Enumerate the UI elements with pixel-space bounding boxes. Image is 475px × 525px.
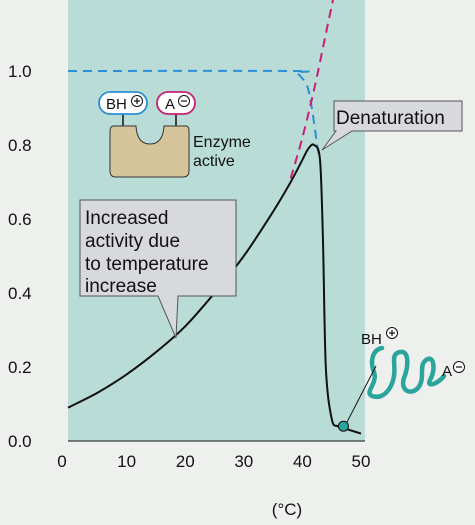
- y-tick-label: 0.6: [8, 210, 32, 229]
- x-tick-label: 0: [57, 452, 66, 471]
- increased-activity-line-4: increase: [85, 276, 157, 297]
- x-tick-labels: 0 10 20 30 40 50: [57, 452, 370, 471]
- y-tick-label: 1.0: [8, 62, 32, 81]
- denaturation-label: Denaturation: [336, 108, 445, 129]
- y-tick-label: 0.8: [8, 136, 32, 155]
- denatured-enzyme-illustration: BH A: [345, 327, 465, 424]
- denatured-strand: [367, 345, 447, 400]
- enzyme-active-line-2: active: [193, 153, 235, 170]
- denaturation-callout-shape: [321, 100, 463, 151]
- denatured-plus-charge-glyph: [389, 330, 395, 336]
- x-tick-label: 40: [293, 452, 312, 471]
- plus-charge-glyph: [134, 98, 140, 104]
- y-tick-labels: 0.0 0.2 0.4 0.6 0.8 1.0: [8, 62, 32, 451]
- series-line-1: [67, 69, 321, 160]
- series-line-2: [289, 0, 334, 179]
- x-tick-label: 50: [352, 452, 371, 471]
- denatured-point-marker: [337, 420, 349, 432]
- curve-layer: [67, 0, 362, 435]
- active-enzyme-illustration: BH A Enzyme active: [98, 91, 251, 178]
- series-line-0: [67, 143, 362, 435]
- denatured-pointer-line: [345, 365, 377, 424]
- denaturation-callout: Denaturation: [321, 100, 463, 151]
- enzyme-body: [109, 125, 190, 178]
- increased-activity-line-2: activity due: [85, 231, 180, 252]
- denatured-a-label: A: [442, 363, 452, 380]
- x-tick-label: 30: [234, 452, 253, 471]
- enzyme-active-line-1: Enzyme: [193, 134, 251, 151]
- y-tick-label: 0.2: [8, 358, 32, 377]
- y-tick-label: 0.4: [8, 284, 32, 303]
- y-tick-label: 0.0: [8, 432, 32, 451]
- a-ion-label: A: [165, 96, 175, 113]
- denatured-bh-label: BH: [361, 331, 382, 348]
- x-tick-label: 10: [117, 452, 136, 471]
- x-axis-label: (°C): [272, 500, 302, 519]
- bh-ion-label: BH: [106, 96, 127, 113]
- increased-activity-callout: Increased activity due to temperature in…: [79, 199, 237, 339]
- increased-activity-line-1: Increased: [85, 208, 168, 229]
- x-tick-label: 20: [176, 452, 195, 471]
- increased-activity-callout-shape: [79, 199, 237, 339]
- increased-activity-line-3: to temperature: [85, 254, 209, 275]
